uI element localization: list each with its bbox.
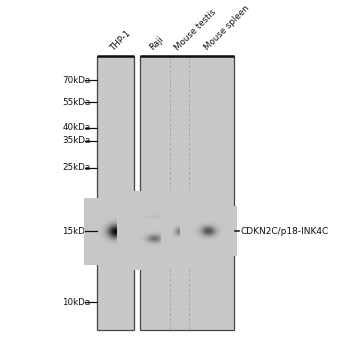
Text: 70kDa: 70kDa [62,76,91,85]
Text: 40kDa: 40kDa [62,124,91,132]
Text: 10kDa: 10kDa [62,298,91,307]
Bar [97,56,134,330]
Text: 15kDa: 15kDa [62,227,91,236]
Text: Raji: Raji [148,35,166,52]
Bar [140,56,234,330]
Text: 25kDa: 25kDa [62,163,91,172]
Text: CDKN2C/p18-INK4C: CDKN2C/p18-INK4C [240,227,329,236]
Text: 35kDa: 35kDa [62,136,91,145]
Text: THP-1: THP-1 [109,28,133,52]
Text: Mouse testis: Mouse testis [173,8,218,52]
Text: Mouse spleen: Mouse spleen [202,4,251,52]
Text: 55kDa: 55kDa [62,98,91,107]
